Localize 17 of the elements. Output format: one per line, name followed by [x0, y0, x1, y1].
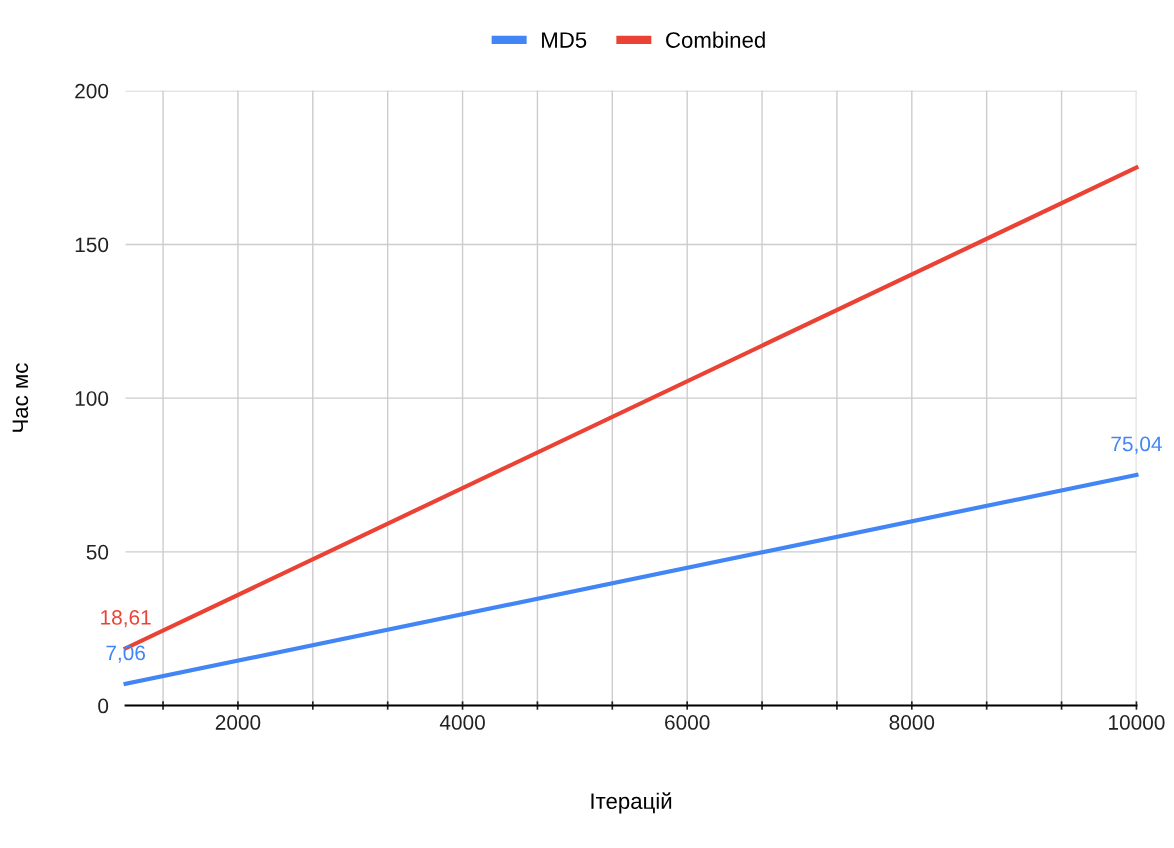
legend-label: Combined: [666, 31, 765, 48]
y-tick-label: 150: [75, 237, 109, 253]
y-tick-label: 100: [75, 391, 109, 406]
y-axis-title: Час мс: [12, 363, 29, 432]
y-tick-label: 0: [98, 698, 109, 714]
y-tick-label: 50: [86, 544, 109, 560]
data-label: 7,06: [106, 645, 145, 663]
x-tick-label: 10000: [1109, 715, 1165, 730]
x-axis-title: Ітерацій: [591, 792, 672, 814]
data-label: 18,61: [101, 610, 151, 628]
legend-label: MD5: [542, 32, 587, 48]
x-tick-label: 6000: [665, 715, 710, 730]
x-tick-label: 2000: [215, 715, 261, 730]
x-tick-label: 8000: [889, 715, 935, 730]
x-tick-label: 4000: [439, 715, 485, 730]
y-tick-label: 200: [75, 83, 109, 99]
data-label: 75,04: [1111, 436, 1162, 454]
